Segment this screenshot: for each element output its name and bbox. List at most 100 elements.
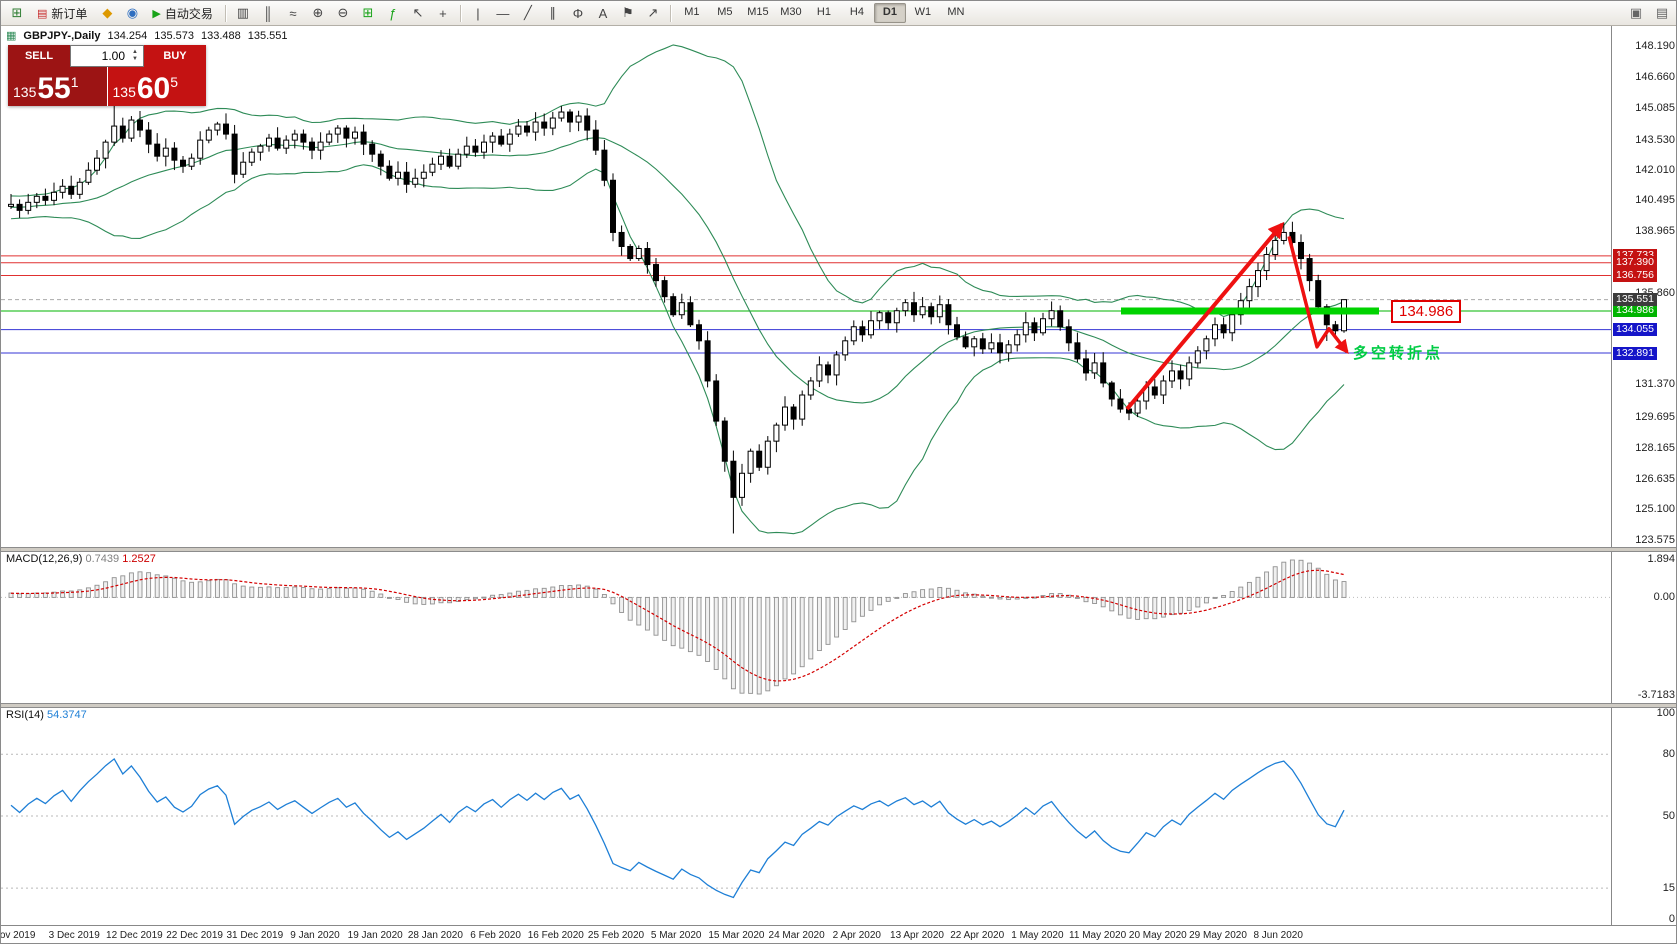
level-price-tag: 137.390: [1613, 256, 1657, 270]
price-tick: 123.575: [1635, 534, 1675, 546]
panel-divider-2[interactable]: [1, 703, 1676, 708]
price-tick: 148.190: [1635, 40, 1675, 52]
volume-up-icon[interactable]: ▲: [132, 49, 138, 55]
timeframe-m30-button[interactable]: M30: [780, 6, 802, 18]
text-icon[interactable]: A: [598, 5, 608, 21]
macd-zero-label: 0.00: [1653, 591, 1675, 604]
date-label: 31 Dec 2019: [226, 930, 284, 941]
macd-max-label: 1.894: [1647, 553, 1675, 565]
macd-label: MACD(12,26,9) 0.7439 1.2527: [6, 553, 156, 565]
volume-field: ▲ ▼: [70, 45, 144, 67]
price-callout-label: 134.986: [1391, 299, 1462, 323]
buy-button[interactable]: BUY: [144, 45, 206, 67]
ohlc-close: 135.551: [247, 29, 288, 42]
zoom-out-icon[interactable]: ⊖: [337, 5, 349, 20]
timeframe-mn-button[interactable]: MN: [947, 6, 965, 18]
toolbar-separator: [224, 4, 226, 22]
rsi-tick: 50: [1662, 810, 1675, 822]
date-label: 13 Apr 2020: [890, 930, 944, 941]
timeframe-m1-button[interactable]: M1: [684, 6, 700, 18]
price-tick: 143.530: [1635, 133, 1675, 146]
channel-icon[interactable]: ∥: [549, 5, 557, 20]
buy-price[interactable]: 135 60 5: [107, 67, 206, 106]
ohlc-high: 135.573: [154, 29, 194, 42]
level-price-tag: 132.891: [1613, 346, 1657, 360]
sell-button[interactable]: SELL: [8, 45, 70, 67]
turning-point-note: 多空转折点: [1353, 344, 1444, 362]
tile-windows-icon[interactable]: ⊞: [362, 5, 374, 20]
date-label: 6 Feb 2020: [470, 930, 521, 941]
timeframe-h4-button[interactable]: H4: [849, 6, 864, 18]
level-price-tag: 134.986: [1613, 304, 1657, 318]
timeframe-h1-button[interactable]: H1: [816, 6, 831, 18]
horizontal-line-icon[interactable]: —: [496, 5, 510, 21]
timeframe-w1-button[interactable]: W1: [914, 6, 932, 18]
price-tick: 138.965: [1635, 225, 1675, 238]
macd-panel[interactable]: [1, 551, 1611, 703]
date-label: 24 Mar 2020: [768, 930, 825, 941]
volume-down-icon[interactable]: ▼: [132, 56, 138, 62]
volume-input[interactable]: [71, 49, 127, 63]
new-order-button[interactable]: ▤ 新订单: [30, 2, 94, 24]
price-tick: 131.370: [1635, 377, 1675, 390]
date-label: 9 Jan 2020: [290, 930, 340, 941]
timeframe-m15-button[interactable]: M15: [747, 6, 769, 18]
ohlc-bars-icon[interactable]: ▥: [236, 5, 250, 20]
autotrading-button[interactable]: ▶ 自动交易: [145, 2, 219, 24]
one-click-trading-panel: SELL ▲ ▼ BUY 135 55 1 135: [8, 45, 206, 106]
candlestick-icon[interactable]: ║: [263, 5, 273, 21]
sell-price[interactable]: 135 55 1: [8, 67, 108, 106]
toolbar-separator: [459, 4, 461, 22]
chart-window: ▦ GBPJPY-,Daily 134.254 135.573 133.488 …: [1, 26, 1611, 547]
toolbar-right-icon-1[interactable]: ▣: [1629, 5, 1643, 20]
chart-tab-icon: ▦: [6, 30, 17, 42]
autotrading-button-icon: ▶: [152, 7, 161, 20]
crosshair-icon[interactable]: +: [439, 5, 447, 21]
macd-min-label: -3.7183: [1637, 689, 1675, 701]
date-label: 3 Dec 2019: [48, 930, 100, 941]
symbol-title: GBPJPY-,Daily: [23, 29, 101, 42]
new-order-button-label: 新订单: [51, 6, 88, 21]
ohlc-open: 134.254: [107, 29, 148, 42]
ohlc-low: 133.488: [200, 29, 241, 42]
community-icon[interactable]: ◉: [126, 5, 139, 20]
price-axis[interactable]: 148.190 146.660 145.085 143.530 142.010 140.4…: [1611, 26, 1676, 925]
date-label: 22 Dec 2019: [166, 930, 223, 941]
date-label: 19 Jan 2020: [347, 930, 403, 941]
date-label: Nov 2019: [0, 930, 36, 941]
current-price-tag: 135.551: [1613, 293, 1657, 307]
fibonacci-icon[interactable]: Φ: [572, 5, 584, 21]
toolbar-separator: [669, 4, 671, 22]
rsi-tick: 15: [1662, 882, 1675, 895]
timeframe-d1-button[interactable]: D1: [873, 3, 906, 23]
timeframe-m5-button[interactable]: M5: [717, 6, 733, 18]
date-label: 12 Dec 2019: [106, 930, 163, 941]
rsi-panel[interactable]: [1, 707, 1611, 925]
vertical-line-icon[interactable]: |: [476, 5, 480, 21]
price-tick: 142.010: [1635, 164, 1675, 177]
rsi-tick: 80: [1662, 748, 1675, 761]
main-toolbar: ⊞ ▤ 新订单 ◆ ◉ ▶ 自动交易 ▥ ║ ≈ ⊕ ⊖ ⊞ ƒ ↖ + | — ╱ ∥ Φ A ⚑ ↗ M1 M5 M15 M30 H…: [1, 1, 1676, 26]
trendline-icon[interactable]: ╱: [523, 5, 532, 20]
indicators-icon[interactable]: ƒ: [389, 5, 397, 21]
date-label: 16 Feb 2020: [527, 930, 584, 941]
toolbar-right-icon-2[interactable]: ▤: [1655, 5, 1669, 20]
price-chart[interactable]: [1, 26, 1611, 547]
price-tick: 145.085: [1635, 102, 1675, 115]
new-order-button-icon: ▤: [37, 7, 48, 20]
zoom-in-icon[interactable]: ⊕: [312, 5, 324, 20]
level-price-tag: 134.055: [1613, 323, 1657, 337]
label-icon[interactable]: ⚑: [622, 5, 634, 20]
rsi-label: RSI(14) 54.3747: [6, 709, 87, 721]
panel-divider-1[interactable]: [1, 547, 1676, 552]
autotrading-button-label: 自动交易: [164, 6, 213, 21]
new-chart-icon[interactable]: ⊞: [11, 5, 23, 20]
price-tick: 125.100: [1635, 503, 1675, 516]
shapes-icon[interactable]: ↗: [647, 5, 659, 20]
line-chart-icon[interactable]: ≈: [289, 5, 297, 21]
alerts-icon[interactable]: ◆: [102, 5, 113, 20]
date-label: 20 May 2020: [1128, 930, 1187, 941]
cursor-icon[interactable]: ↖: [412, 5, 424, 20]
